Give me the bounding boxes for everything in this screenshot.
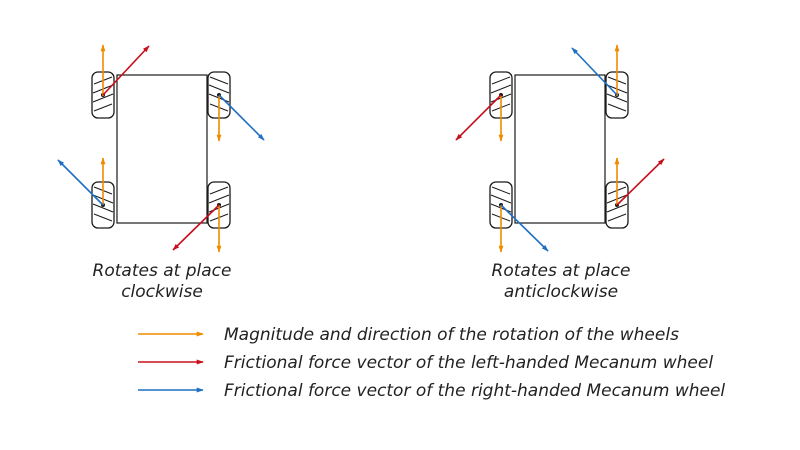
left-handed-force-arrow <box>102 45 150 96</box>
legend-item-left-handed: Frictional force vector of the left-hand… <box>138 353 713 373</box>
right-handed-force-arrow <box>571 47 618 96</box>
caption-clockwise-line1: Rotates at place <box>93 261 232 281</box>
legend-item-rotation: Magnitude and direction of the rotation … <box>138 325 679 345</box>
caption-anticlockwise-line1: Rotates at place <box>492 261 631 281</box>
right-handed-force-arrow <box>500 204 549 252</box>
chassis <box>116 74 208 224</box>
right-handed-force-arrow <box>57 159 104 206</box>
legend: Magnitude and direction of the rotation … <box>138 325 725 401</box>
caption-clockwise-line2: clockwise <box>121 282 203 302</box>
left-handed-force-arrow <box>455 94 502 141</box>
left-handed-force-arrow <box>616 158 665 206</box>
right-handed-force-arrow <box>218 94 265 141</box>
legend-label-rotation: Magnitude and direction of the rotation … <box>224 325 679 345</box>
left-handed-force-arrow <box>172 204 220 251</box>
chassis <box>514 74 606 224</box>
caption-anticlockwise-line2: anticlockwise <box>504 282 618 302</box>
legend-label-left-handed: Frictional force vector of the left-hand… <box>224 353 713 373</box>
robot-clockwise: Rotates at place clockwise <box>57 44 265 302</box>
legend-item-right-handed: Frictional force vector of the right-han… <box>138 381 725 401</box>
robot-anticlockwise: Rotates at place anticlockwise <box>455 44 665 302</box>
legend-label-right-handed: Frictional force vector of the right-han… <box>224 381 725 401</box>
